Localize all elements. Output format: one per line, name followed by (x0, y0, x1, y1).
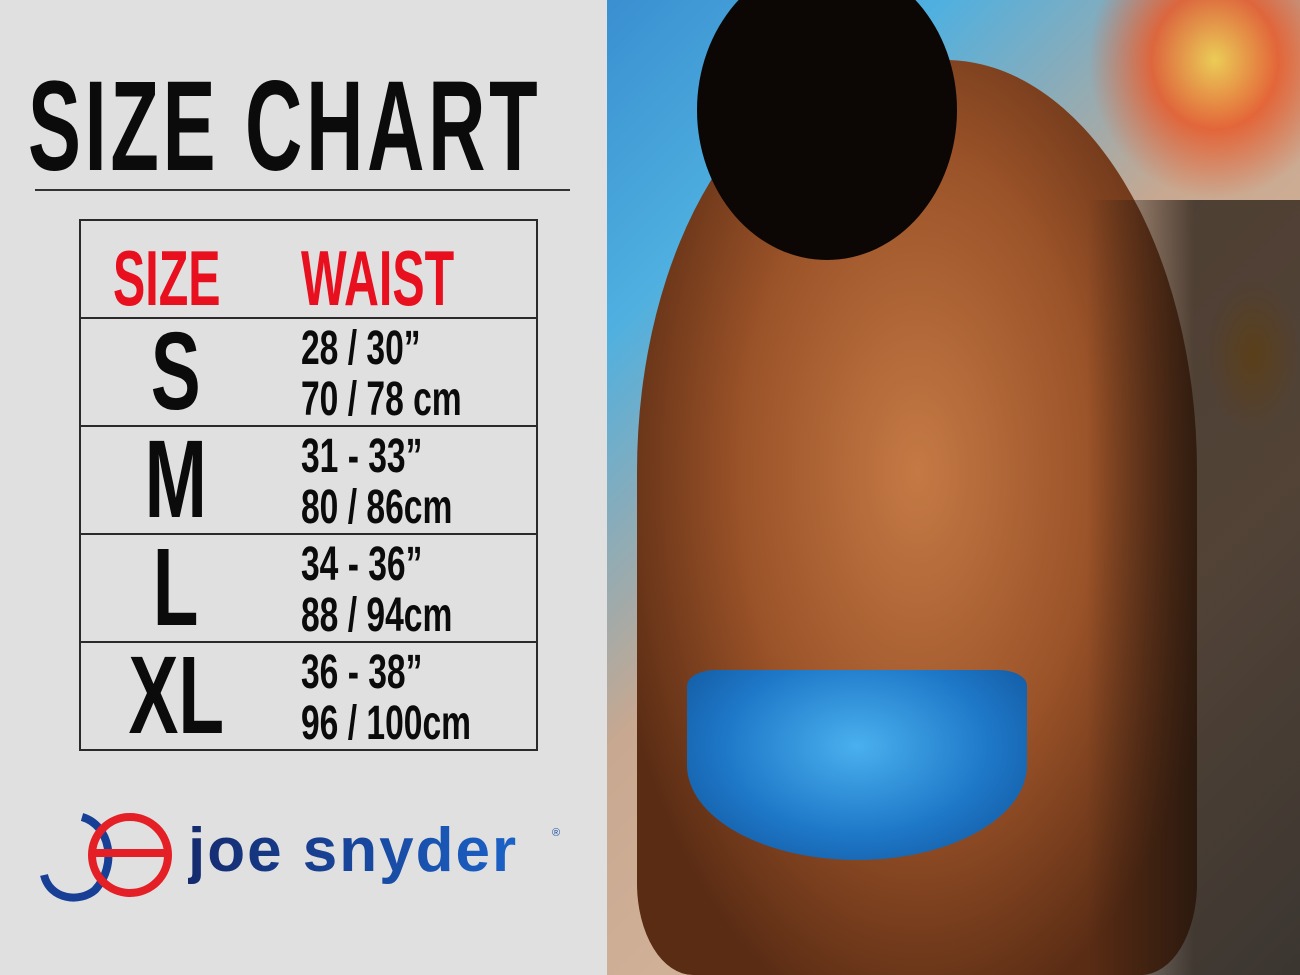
title-divider (35, 189, 570, 191)
model-head-shadow (697, 0, 957, 260)
size-label: M (144, 418, 208, 541)
brand-name: joe snyder (188, 816, 519, 885)
table-row: M 31 - 33” 80 / 86cm (79, 418, 538, 541)
title-text: SIZE CHART (28, 55, 542, 198)
brand-logo: joe snyder ® (40, 805, 580, 905)
shadow (1087, 200, 1300, 975)
size-table: SIZE WAIST S 28 / 30” 70 / 78 cm M 31 - 3… (79, 219, 538, 751)
size-label: S (151, 310, 201, 433)
header-waist: WAIST (301, 234, 455, 322)
brand-monogram-icon (40, 813, 172, 902)
size-label: L (153, 526, 199, 649)
waist-value: 28 / 30” 70 / 78 cm (301, 322, 462, 426)
size-label: XL (128, 634, 224, 757)
size-chart-panel: SIZE CHART SIZE WAIST S 28 / 30” 70 / 78 … (0, 0, 607, 975)
graffiti-background (1087, 0, 1300, 200)
header-size: SIZE (113, 234, 221, 322)
table-row: L 34 - 36” 88 / 94cm (79, 526, 538, 649)
header-cell: SIZE WAIST (79, 219, 538, 322)
waist-value: 34 - 36” 88 / 94cm (301, 538, 453, 642)
page-title: SIZE CHART (28, 62, 588, 192)
table-header-row: SIZE WAIST (79, 219, 538, 322)
waist-value: 31 - 33” 80 / 86cm (301, 430, 453, 534)
table-row: S 28 / 30” 70 / 78 cm (79, 310, 538, 433)
registered-mark: ® (552, 827, 561, 839)
waist-value: 36 - 38” 96 / 100cm (301, 646, 472, 750)
table-row: XL 36 - 38” 96 / 100cm (79, 634, 538, 757)
model-photo (607, 0, 1300, 975)
blue-swim-brief (687, 670, 1027, 860)
